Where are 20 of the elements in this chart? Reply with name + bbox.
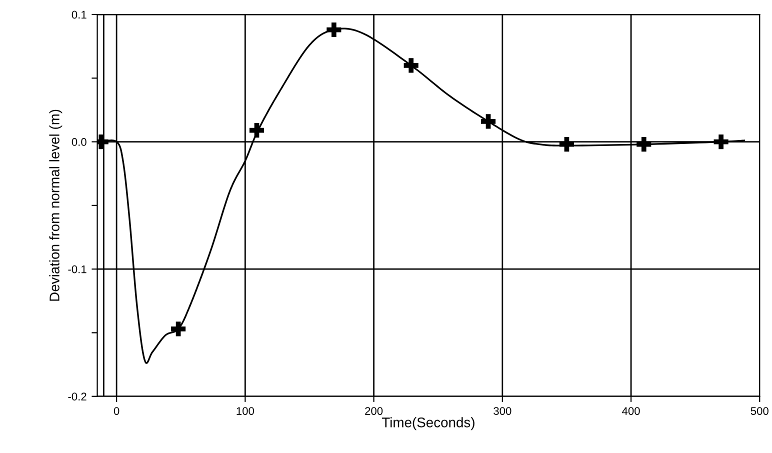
x-tick-label: 300 bbox=[494, 407, 512, 415]
y-tick-label: -0.1 bbox=[68, 265, 86, 274]
x-tick-label: 400 bbox=[622, 407, 640, 415]
point bbox=[480, 114, 496, 129]
point bbox=[404, 58, 418, 73]
point bbox=[326, 22, 342, 38]
x-tick-label: 100 bbox=[236, 407, 254, 415]
x-tick-label: 200 bbox=[365, 407, 383, 415]
point bbox=[171, 322, 186, 336]
point bbox=[559, 137, 574, 152]
y-axis-title: Deviation from normal level (m) bbox=[49, 110, 62, 301]
point bbox=[636, 137, 652, 152]
y-tick-label: 0.0 bbox=[72, 138, 86, 146]
x-tick-label: 500 bbox=[750, 407, 768, 415]
point bbox=[714, 134, 728, 150]
x-tick-label: 0 bbox=[114, 407, 120, 415]
point bbox=[249, 123, 264, 138]
y-tick-label: -0.2 bbox=[68, 392, 86, 401]
x-axis-title: Time(Seconds) bbox=[382, 417, 474, 430]
y-tick-label: 0.1 bbox=[72, 10, 86, 19]
